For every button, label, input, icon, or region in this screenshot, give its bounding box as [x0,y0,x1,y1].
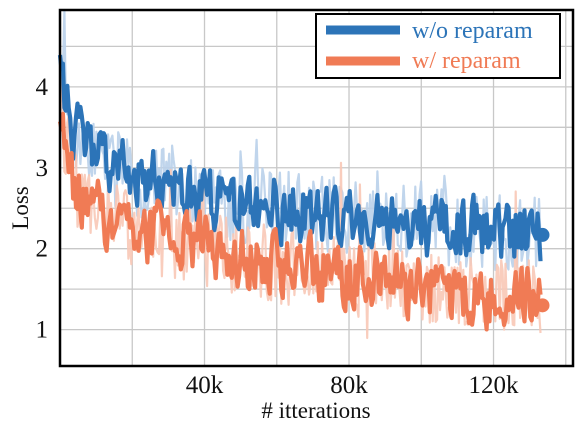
series-line [57,111,543,332]
plot-frame [58,8,575,368]
x-tick-label: 120k [469,372,520,399]
x-tick-label: 40k [186,372,224,399]
series-layer [57,8,550,340]
x-tick-label: 80k [330,372,368,399]
legend-label-wo-reparam: w/o reparam [412,18,533,44]
y-tick-labels: 1 2 3 4 [36,74,49,344]
legend: w/o reparam w/ reparam [315,13,561,79]
x-tick-labels: 40k 80k 120k [186,372,519,399]
y-tick-label: 3 [36,155,49,182]
series-line [57,54,543,262]
series-end-marker [535,298,550,313]
legend-box [315,13,561,79]
legend-label-w-reparam: w/ reparam [412,48,521,74]
y-tick-label: 1 [36,317,49,344]
y-axis-label: Loss [8,186,33,230]
y-tick-label: 2 [36,236,49,263]
y-tick-label: 4 [36,74,49,101]
series-end-marker [535,227,550,242]
x-axis-label: # itterations [261,398,370,423]
